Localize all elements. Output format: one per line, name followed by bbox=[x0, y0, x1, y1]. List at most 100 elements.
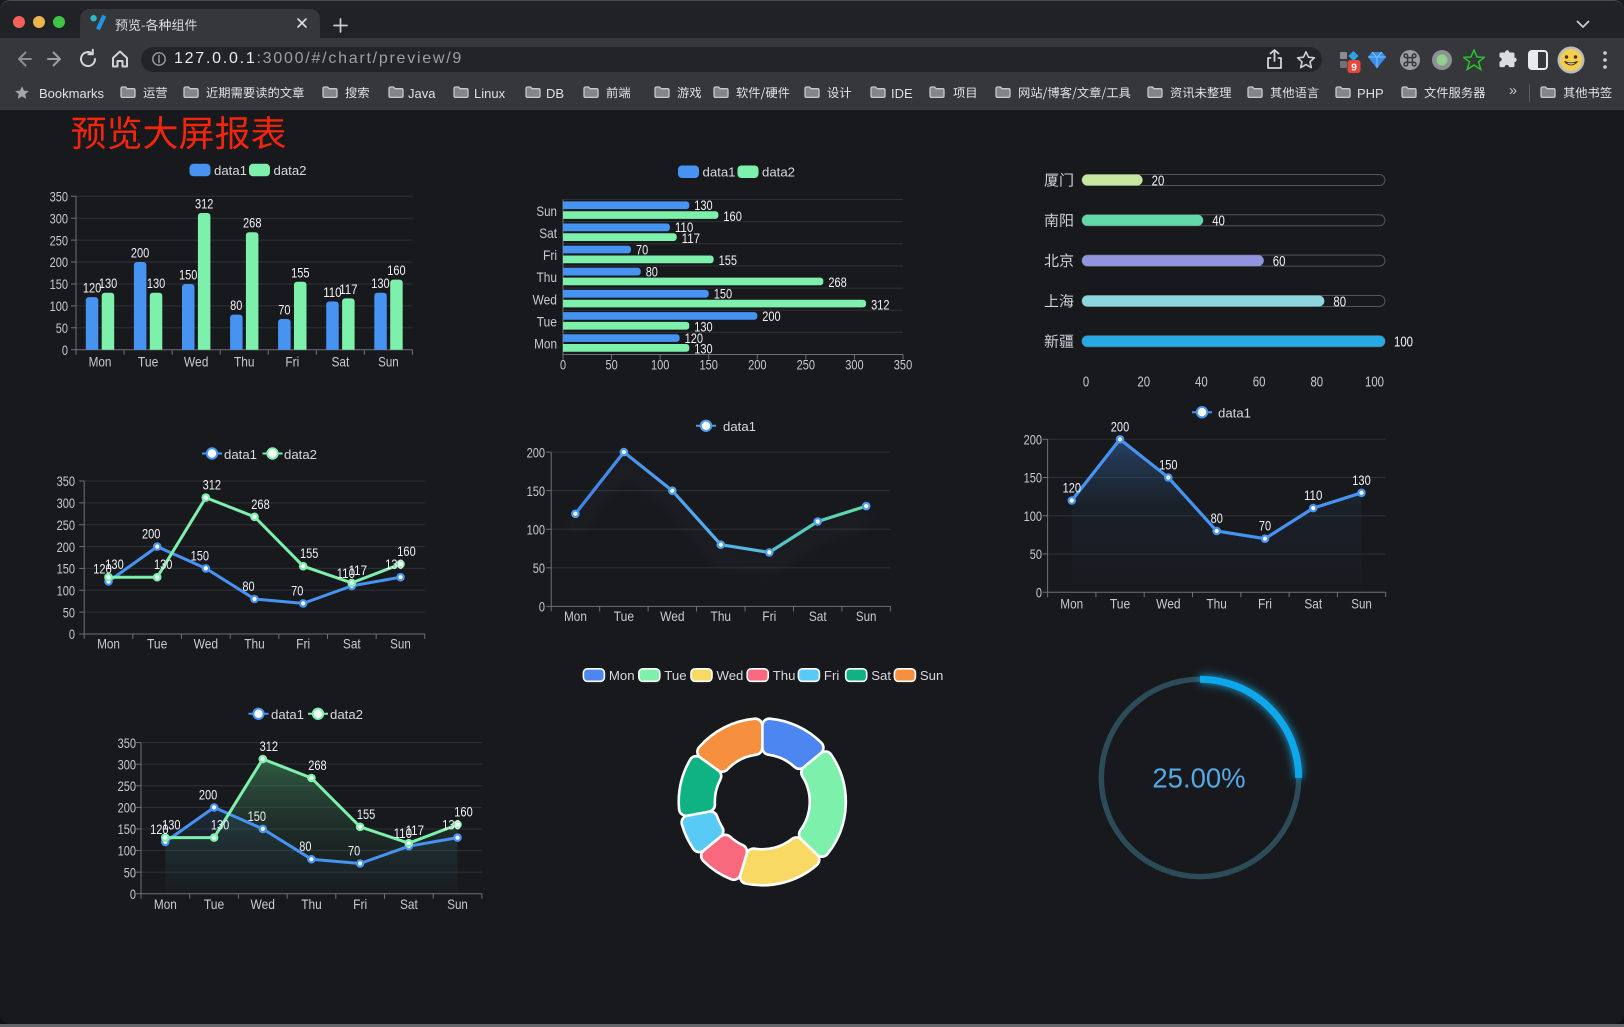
svg-text:130: 130 bbox=[694, 197, 713, 213]
svg-text:25.00%: 25.00% bbox=[1152, 763, 1245, 794]
svg-text:300: 300 bbox=[57, 495, 76, 511]
svg-text:50: 50 bbox=[124, 864, 136, 880]
svg-text:0: 0 bbox=[539, 599, 545, 615]
svg-text:155: 155 bbox=[291, 264, 310, 280]
svg-text:120: 120 bbox=[150, 821, 169, 837]
svg-text:70: 70 bbox=[291, 582, 303, 598]
svg-text:80: 80 bbox=[1211, 510, 1223, 526]
svg-text:200: 200 bbox=[57, 539, 76, 555]
svg-text:150: 150 bbox=[248, 808, 267, 824]
svg-text:80: 80 bbox=[646, 264, 658, 280]
svg-text:110: 110 bbox=[323, 284, 342, 300]
svg-text:150: 150 bbox=[118, 821, 137, 837]
svg-text:Fri: Fri bbox=[296, 635, 310, 651]
svg-text:110: 110 bbox=[1304, 487, 1323, 503]
svg-text:150: 150 bbox=[1159, 457, 1178, 473]
svg-text:100: 100 bbox=[57, 582, 76, 598]
svg-text:130: 130 bbox=[694, 318, 713, 334]
svg-text:Thu: Thu bbox=[537, 269, 558, 285]
svg-text:40: 40 bbox=[1212, 214, 1225, 230]
svg-text:350: 350 bbox=[118, 735, 137, 751]
svg-text:Thu: Thu bbox=[1206, 596, 1227, 612]
svg-text:70: 70 bbox=[348, 843, 360, 859]
svg-text:100: 100 bbox=[527, 521, 546, 537]
svg-text:268: 268 bbox=[251, 496, 270, 512]
svg-text:160: 160 bbox=[397, 543, 416, 559]
svg-text:350: 350 bbox=[894, 357, 913, 373]
svg-text:80: 80 bbox=[1333, 294, 1346, 310]
svg-text:200: 200 bbox=[748, 357, 767, 373]
svg-text:Sat: Sat bbox=[1304, 596, 1322, 612]
svg-text:Tue: Tue bbox=[664, 668, 686, 683]
svg-text:120: 120 bbox=[1063, 480, 1082, 496]
svg-text:Sun: Sun bbox=[390, 635, 411, 651]
svg-text:120: 120 bbox=[93, 561, 112, 577]
svg-text:350: 350 bbox=[50, 189, 69, 205]
svg-text:20: 20 bbox=[1152, 173, 1165, 189]
svg-text:300: 300 bbox=[50, 210, 69, 226]
svg-text:268: 268 bbox=[308, 757, 327, 773]
svg-text:250: 250 bbox=[118, 778, 137, 794]
svg-text:150: 150 bbox=[527, 483, 546, 499]
svg-text:312: 312 bbox=[871, 296, 890, 312]
svg-text:120: 120 bbox=[685, 330, 704, 346]
svg-text:100: 100 bbox=[50, 298, 69, 314]
svg-text:117: 117 bbox=[349, 562, 368, 578]
svg-text:80: 80 bbox=[230, 297, 242, 313]
svg-text:Mon: Mon bbox=[1060, 596, 1083, 612]
svg-text:312: 312 bbox=[260, 738, 279, 754]
svg-text:200: 200 bbox=[762, 308, 781, 324]
svg-text:150: 150 bbox=[714, 286, 733, 302]
svg-text:data1: data1 bbox=[224, 447, 257, 462]
svg-text:80: 80 bbox=[242, 578, 254, 594]
svg-text:Tue: Tue bbox=[1110, 596, 1131, 612]
svg-text:50: 50 bbox=[533, 560, 545, 576]
svg-text:350: 350 bbox=[57, 473, 76, 489]
svg-text:130: 130 bbox=[99, 275, 118, 291]
svg-text:155: 155 bbox=[719, 252, 738, 268]
svg-text:40: 40 bbox=[1195, 375, 1208, 391]
svg-text:200: 200 bbox=[50, 254, 69, 270]
svg-text:200: 200 bbox=[118, 800, 137, 816]
svg-text:80: 80 bbox=[299, 838, 311, 854]
svg-text:Mon: Mon bbox=[609, 668, 635, 683]
svg-text:Tue: Tue bbox=[138, 353, 159, 369]
svg-text:Sun: Sun bbox=[378, 353, 399, 369]
svg-text:117: 117 bbox=[339, 281, 358, 297]
svg-text:130: 130 bbox=[1352, 472, 1371, 488]
svg-text:312: 312 bbox=[195, 195, 214, 211]
svg-text:0: 0 bbox=[69, 626, 75, 642]
svg-text:Sun: Sun bbox=[856, 608, 877, 624]
svg-text:300: 300 bbox=[118, 756, 137, 772]
svg-text:Tue: Tue bbox=[537, 313, 558, 329]
svg-text:70: 70 bbox=[1259, 518, 1271, 534]
svg-text:Sat: Sat bbox=[343, 635, 361, 651]
svg-text:Wed: Wed bbox=[184, 353, 209, 369]
svg-text:200: 200 bbox=[199, 786, 218, 802]
svg-text:130: 130 bbox=[385, 556, 404, 572]
svg-text:100: 100 bbox=[1394, 335, 1413, 351]
svg-text:data2: data2 bbox=[330, 707, 363, 722]
svg-text:data2: data2 bbox=[762, 165, 795, 180]
svg-text:data1: data1 bbox=[1218, 406, 1251, 421]
svg-text:Fri: Fri bbox=[285, 353, 299, 369]
svg-text:250: 250 bbox=[50, 232, 69, 248]
svg-text:0: 0 bbox=[1083, 375, 1089, 391]
svg-text:50: 50 bbox=[63, 604, 75, 620]
svg-text:200: 200 bbox=[527, 444, 546, 460]
svg-text:117: 117 bbox=[682, 230, 701, 246]
svg-text:150: 150 bbox=[700, 357, 719, 373]
svg-text:50: 50 bbox=[1030, 546, 1042, 562]
svg-text:130: 130 bbox=[442, 817, 461, 833]
svg-text:Mon: Mon bbox=[564, 608, 587, 624]
svg-text:Sun: Sun bbox=[1351, 596, 1372, 612]
svg-text:Thu: Thu bbox=[773, 668, 796, 683]
svg-text:Tue: Tue bbox=[147, 635, 168, 651]
svg-text:50: 50 bbox=[605, 357, 617, 373]
svg-text:60: 60 bbox=[1253, 375, 1266, 391]
svg-text:Thu: Thu bbox=[301, 896, 322, 912]
svg-text:Thu: Thu bbox=[234, 353, 255, 369]
svg-text:Wed: Wed bbox=[251, 896, 276, 912]
svg-text:120: 120 bbox=[83, 280, 102, 296]
svg-text:20: 20 bbox=[1137, 375, 1150, 391]
